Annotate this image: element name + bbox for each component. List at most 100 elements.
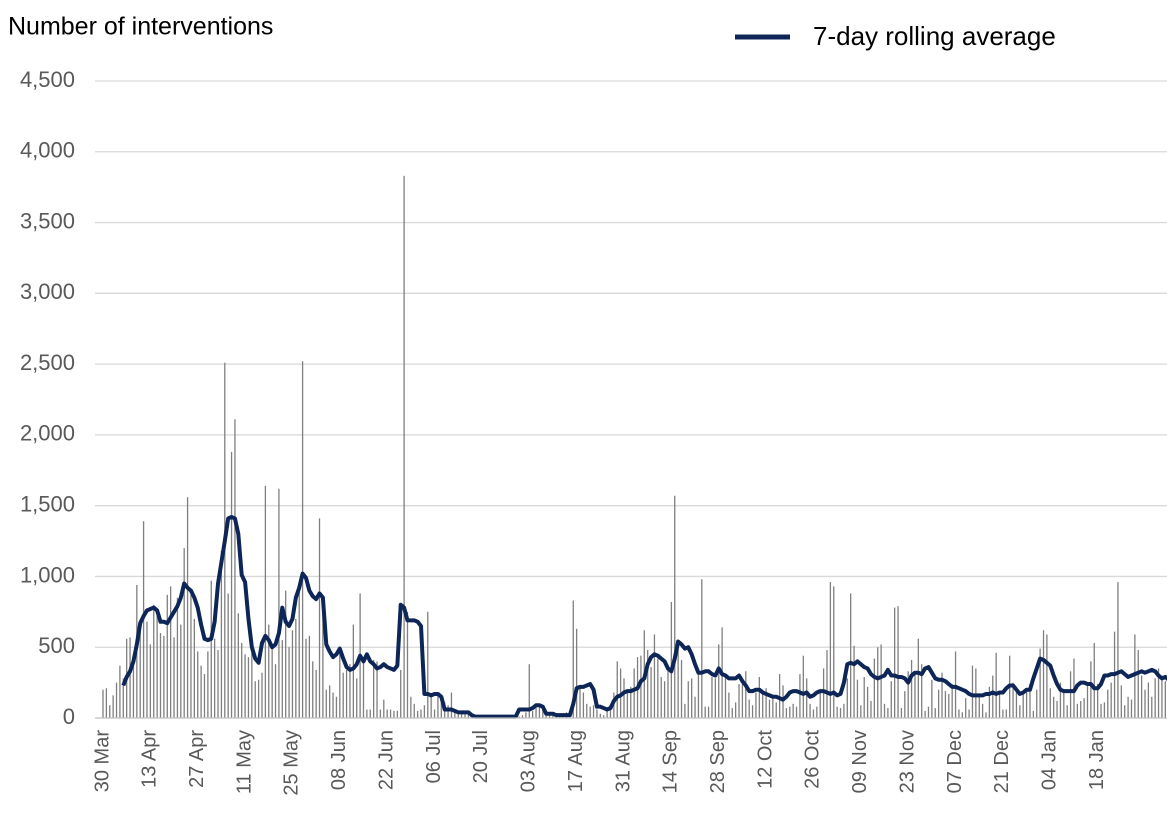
bar [410,696,412,718]
bar [877,647,879,718]
bar [853,645,855,718]
bar [217,650,219,718]
bar [870,701,872,718]
bar [951,684,953,718]
bar [633,668,635,718]
bar [423,705,426,718]
bar [1015,689,1018,718]
bar [542,708,544,718]
bar [345,669,348,718]
bar [521,715,524,718]
bar [599,713,601,718]
bar [765,688,767,718]
bar [734,702,737,718]
bar [623,678,625,718]
bar [799,674,801,718]
bar [244,654,246,718]
bar [308,635,311,718]
bar [1066,705,1068,718]
bar [457,710,459,718]
bar [400,669,402,718]
bar [1103,702,1106,718]
bar [910,659,913,718]
bar [596,709,598,718]
bar [413,703,415,718]
bar [393,710,395,718]
x-tick-label: 20 Jul [470,730,492,783]
bar [285,590,287,718]
x-tick-label: 25 May [281,730,303,796]
bar [724,675,727,718]
bar [416,710,419,718]
bar [1029,684,1031,718]
bar [274,664,277,718]
bar [965,698,967,718]
bar [586,703,588,718]
bar [1022,692,1024,718]
bar [278,488,280,718]
bar [670,601,673,718]
x-tick-label: 17 Aug [565,730,587,792]
bar [941,672,943,718]
bar [190,594,192,718]
bar [220,550,223,718]
bar [626,692,629,718]
x-tick-label: 06 Jul [423,730,445,783]
bar [880,644,882,718]
bar [934,708,936,718]
bar [153,604,155,718]
bar [213,638,216,718]
bar [339,647,341,718]
bar [1093,642,1095,718]
bar [1100,703,1102,718]
bar [312,661,314,718]
bar [714,678,716,718]
y-tick-label: 1,500 [20,491,75,516]
bar [971,665,974,718]
bar [897,606,899,718]
bar [454,712,456,718]
bar [528,664,530,718]
bar [227,593,229,718]
bar [1056,701,1058,718]
x-tick-label: 22 Jun [375,730,397,790]
bar [863,676,865,718]
x-tick-label: 26 Oct [802,730,824,789]
bar [254,681,256,718]
bar [170,586,172,718]
bar [978,696,980,718]
bar [958,709,960,718]
bar [176,597,179,718]
bar [931,679,933,718]
bar [210,580,212,718]
bar [427,611,429,718]
bar [115,682,118,718]
bar [159,633,162,718]
bar [538,703,541,718]
bar [163,635,165,718]
bar [992,675,994,718]
bar [146,621,148,718]
bar [701,579,703,718]
bar [1005,709,1007,718]
bar [948,693,950,718]
bar [197,651,199,718]
bar [988,686,991,718]
bar [944,691,947,718]
bar [230,451,233,718]
bar [447,705,449,718]
bar [247,657,250,718]
bar [575,628,578,718]
bar [203,674,206,718]
legend-label: 7-day rolling average [813,21,1056,51]
bar [1127,696,1129,718]
x-tick-label: 03 Aug [518,730,540,792]
bar [369,709,371,718]
bar [1117,582,1119,718]
bar [589,706,591,718]
bar [535,706,537,718]
bar [1154,678,1156,718]
bar [1036,689,1038,718]
